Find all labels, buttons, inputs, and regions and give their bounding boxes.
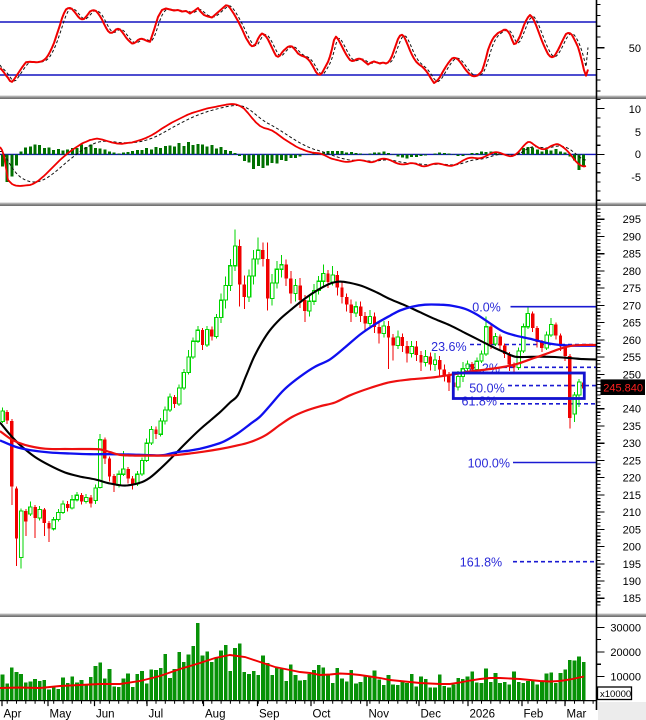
svg-text:265: 265: [623, 318, 641, 330]
svg-text:215: 215: [623, 490, 641, 502]
svg-text:250: 250: [623, 369, 641, 381]
svg-text:-5: -5: [631, 172, 641, 184]
svg-text:240: 240: [623, 404, 641, 416]
svg-text:260: 260: [623, 335, 641, 347]
svg-text:May: May: [50, 709, 72, 720]
svg-text:2026: 2026: [470, 709, 496, 720]
svg-text:Nov: Nov: [369, 709, 390, 720]
svg-text:Aug: Aug: [205, 709, 225, 720]
svg-text:Feb: Feb: [524, 709, 544, 720]
svg-text:10000: 10000: [610, 672, 641, 684]
svg-text:235: 235: [623, 421, 641, 433]
svg-text:Jul: Jul: [149, 709, 164, 720]
svg-text:23.6%: 23.6%: [431, 340, 466, 354]
svg-text:20000: 20000: [610, 647, 641, 659]
svg-text:280: 280: [623, 266, 641, 278]
svg-text:50.0%: 50.0%: [469, 381, 504, 395]
svg-text:Sep: Sep: [259, 709, 279, 720]
svg-text:Jun: Jun: [96, 709, 115, 720]
svg-text:161.8%: 161.8%: [460, 555, 502, 569]
svg-text:x10000: x10000: [600, 689, 631, 700]
svg-text:285: 285: [623, 249, 641, 261]
svg-text:30000: 30000: [610, 622, 641, 634]
svg-text:295: 295: [623, 214, 641, 226]
svg-text:Apr: Apr: [4, 709, 22, 720]
svg-text:195: 195: [623, 559, 641, 571]
svg-text:0.0%: 0.0%: [472, 301, 501, 315]
svg-text:10: 10: [629, 104, 641, 116]
svg-text:230: 230: [623, 438, 641, 450]
svg-text:5: 5: [635, 127, 641, 139]
svg-text:Mar: Mar: [567, 709, 587, 720]
svg-text:200: 200: [623, 542, 641, 554]
svg-text:Oct: Oct: [313, 709, 332, 720]
svg-text:185: 185: [623, 593, 641, 605]
svg-text:255: 255: [623, 352, 641, 364]
svg-text:275: 275: [623, 283, 641, 295]
svg-text:270: 270: [623, 300, 641, 312]
svg-text:190: 190: [623, 576, 641, 588]
svg-text:0: 0: [635, 149, 641, 161]
svg-text:50: 50: [629, 43, 641, 55]
svg-text:290: 290: [623, 231, 641, 243]
svg-text:Dec: Dec: [421, 709, 442, 720]
svg-text:225: 225: [623, 455, 641, 467]
svg-text:205: 205: [623, 524, 641, 536]
svg-text:100.0%: 100.0%: [468, 457, 510, 471]
svg-text:220: 220: [623, 473, 641, 485]
svg-text:210: 210: [623, 507, 641, 519]
svg-text:61.8%: 61.8%: [462, 395, 497, 409]
svg-text:245.840: 245.840: [603, 382, 643, 394]
